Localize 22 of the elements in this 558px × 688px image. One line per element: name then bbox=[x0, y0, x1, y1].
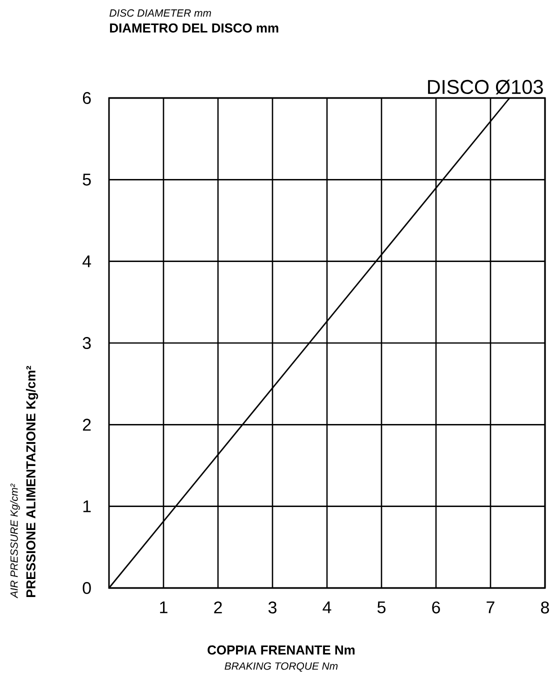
x-tick-label: 7 bbox=[486, 601, 494, 614]
y-tick-label: 0 bbox=[82, 582, 91, 594]
chart-title: DIAMETRO DEL DISCO mm bbox=[110, 23, 278, 33]
y-tick-label: 3 bbox=[82, 337, 91, 350]
x-tick-label: 5 bbox=[377, 601, 386, 614]
x-tick-label: 4 bbox=[322, 601, 332, 614]
x-tick-label: 3 bbox=[268, 601, 276, 614]
x-tick-label: 6 bbox=[432, 601, 440, 614]
chart-subtitle: DISC DIAMETER mm bbox=[110, 9, 211, 17]
y-axis-title: PRESSIONE ALIMENTAZIONE Kg/cm² bbox=[26, 366, 38, 597]
text: BRAKING TORQUE Nm bbox=[224, 662, 338, 672]
y-tick-label: 5 bbox=[82, 174, 91, 186]
y-tick-label: 6 bbox=[82, 92, 91, 104]
y-tick-label: 2 bbox=[82, 418, 91, 431]
text: AIR PRESSURE Kg/cm² bbox=[10, 484, 20, 598]
x-axis-title: COPPIA FRENANTE Nm bbox=[208, 645, 355, 655]
x-tick-label: 8 bbox=[541, 601, 549, 614]
x-tick-label: 2 bbox=[214, 601, 222, 614]
y-tick-label: 1 bbox=[83, 500, 91, 512]
series-label: DISCO Ø103 bbox=[428, 80, 543, 94]
y-tick-label: 4 bbox=[82, 256, 92, 268]
x-tick-label: 1 bbox=[160, 601, 168, 614]
